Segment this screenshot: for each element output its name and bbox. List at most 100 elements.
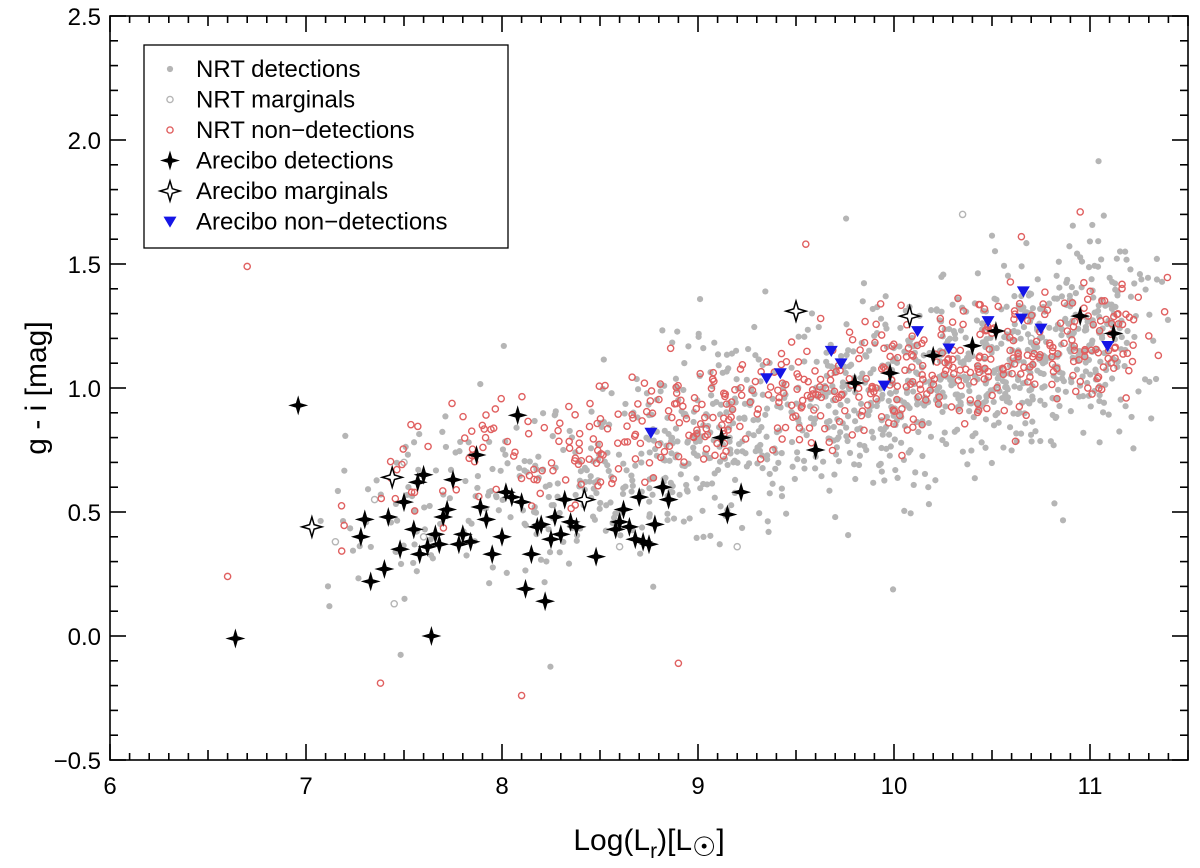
point-nrt-detections: [825, 402, 832, 409]
point-nrt-detections: [620, 460, 627, 467]
ticks-layer: 6 7 8 9 10 11 −0.5 0.0 0.5 1.0 1.5 2.0 2.5: [54, 4, 1189, 800]
point-nrt-detections: [1096, 329, 1103, 337]
point-nrt-marginals: [615, 542, 624, 551]
point-nrt-non-detections: [862, 374, 870, 383]
point-nrt-non-detections: [1053, 349, 1062, 358]
point-nrt-detections: [962, 334, 969, 341]
point-nrt-non-detections: [482, 411, 490, 419]
point-arecibo-detections: [605, 519, 626, 540]
point-nrt-detections: [650, 583, 657, 590]
point-nrt-non-detections: [524, 429, 533, 438]
point-nrt-detections: [750, 417, 757, 424]
point-nrt-detections: [543, 558, 550, 565]
point-nrt-detections: [439, 428, 446, 436]
point-nrt-detections: [725, 365, 732, 372]
point-nrt-non-detections: [954, 294, 962, 303]
point-nrt-detections: [990, 398, 997, 406]
point-nrt-non-detections: [707, 384, 716, 393]
point-nrt-detections: [1105, 411, 1112, 418]
point-arecibo-non-detections: [1034, 323, 1048, 335]
point-arecibo-non-detections: [1014, 313, 1028, 325]
point-arecibo-detections: [541, 529, 561, 550]
point-nrt-detections: [532, 462, 539, 469]
point-nrt-non-detections: [223, 572, 232, 581]
point-nrt-non-detections: [1070, 317, 1079, 326]
point-nrt-detections: [1153, 276, 1161, 283]
point-nrt-non-detections: [608, 479, 616, 488]
point-nrt-detections: [572, 491, 579, 499]
point-nrt-detections: [1024, 398, 1031, 405]
point-nrt-non-detections: [897, 301, 905, 310]
point-nrt-detections: [886, 452, 893, 459]
point-nrt-detections: [489, 465, 496, 473]
point-nrt-detections: [1059, 517, 1067, 524]
point-nrt-non-detections: [988, 391, 996, 400]
point-nrt-detections: [1069, 317, 1076, 324]
point-arecibo-marginals: [783, 298, 809, 324]
point-nrt-detections: [521, 520, 528, 527]
legend-label-arecibo-marginals: Arecibo marginals: [196, 178, 388, 205]
point-nrt-non-detections: [893, 382, 902, 391]
point-nrt-detections: [1066, 292, 1073, 299]
point-nrt-detections: [711, 339, 718, 346]
point-nrt-detections: [686, 515, 693, 522]
point-nrt-non-detections: [1125, 313, 1134, 322]
point-nrt-non-detections: [593, 419, 602, 428]
point-arecibo-detections: [452, 524, 473, 545]
point-nrt-detections: [537, 556, 545, 563]
point-nrt-non-detections: [685, 431, 693, 440]
point-nrt-non-detections: [491, 405, 500, 413]
point-nrt-detections: [600, 356, 607, 363]
point-nrt-detections: [1146, 311, 1153, 318]
point-nrt-non-detections: [525, 471, 534, 480]
point-nrt-detections: [988, 232, 996, 239]
point-nrt-detections: [1056, 284, 1063, 291]
point-nrt-detections: [928, 307, 935, 314]
point-nrt-non-detections: [956, 346, 965, 355]
point-nrt-detections: [965, 350, 972, 357]
point-nrt-non-detections: [863, 401, 872, 409]
point-nrt-non-detections: [886, 352, 894, 361]
point-nrt-non-detections: [807, 439, 816, 447]
point-arecibo-detections: [531, 514, 552, 535]
point-arecibo-non-detections: [644, 427, 658, 439]
point-nrt-detections: [832, 451, 840, 458]
point-nrt-non-detections: [959, 307, 968, 315]
point-nrt-detections: [818, 473, 825, 480]
point-arecibo-detections: [1070, 306, 1091, 327]
point-nrt-detections: [870, 434, 877, 441]
point-nrt-non-detections: [509, 452, 518, 460]
point-nrt-non-detections: [1014, 349, 1022, 358]
point-nrt-detections: [531, 417, 538, 425]
point-nrt-non-detections: [479, 443, 487, 452]
point-arecibo-detections: [586, 546, 607, 567]
point-arecibo-detections: [644, 514, 665, 535]
y-tick-label: 0.5: [68, 500, 101, 527]
point-nrt-detections: [554, 480, 561, 487]
point-nrt-non-detections: [762, 358, 771, 366]
point-arecibo-detections: [560, 511, 581, 532]
point-nrt-detections: [846, 449, 854, 457]
point-nrt-detections: [1067, 303, 1074, 310]
point-nrt-non-detections: [976, 300, 985, 309]
point-nrt-detections: [1013, 430, 1020, 437]
point-nrt-non-detections: [872, 320, 880, 329]
point-nrt-non-detections: [524, 417, 532, 426]
point-nrt-detections: [705, 455, 713, 462]
point-nrt-detections: [653, 396, 660, 403]
point-nrt-non-detections: [1098, 297, 1106, 305]
point-nrt-non-detections: [748, 386, 757, 395]
point-arecibo-detections: [476, 509, 497, 530]
point-nrt-non-detections: [934, 400, 943, 408]
point-nrt-non-detections: [806, 393, 815, 401]
point-nrt-detections: [586, 478, 593, 485]
point-nrt-non-detections: [1134, 293, 1143, 302]
legend-label-nrt-marginals: NRT marginals: [196, 87, 355, 114]
point-nrt-non-detections: [1107, 319, 1116, 328]
point-nrt-non-detections: [377, 494, 386, 503]
point-nrt-detections: [463, 552, 470, 559]
point-nrt-detections: [617, 532, 624, 539]
legend-label-nrt-detections: NRT detections: [196, 56, 361, 83]
point-nrt-detections: [716, 541, 723, 548]
point-nrt-non-detections: [636, 439, 645, 448]
